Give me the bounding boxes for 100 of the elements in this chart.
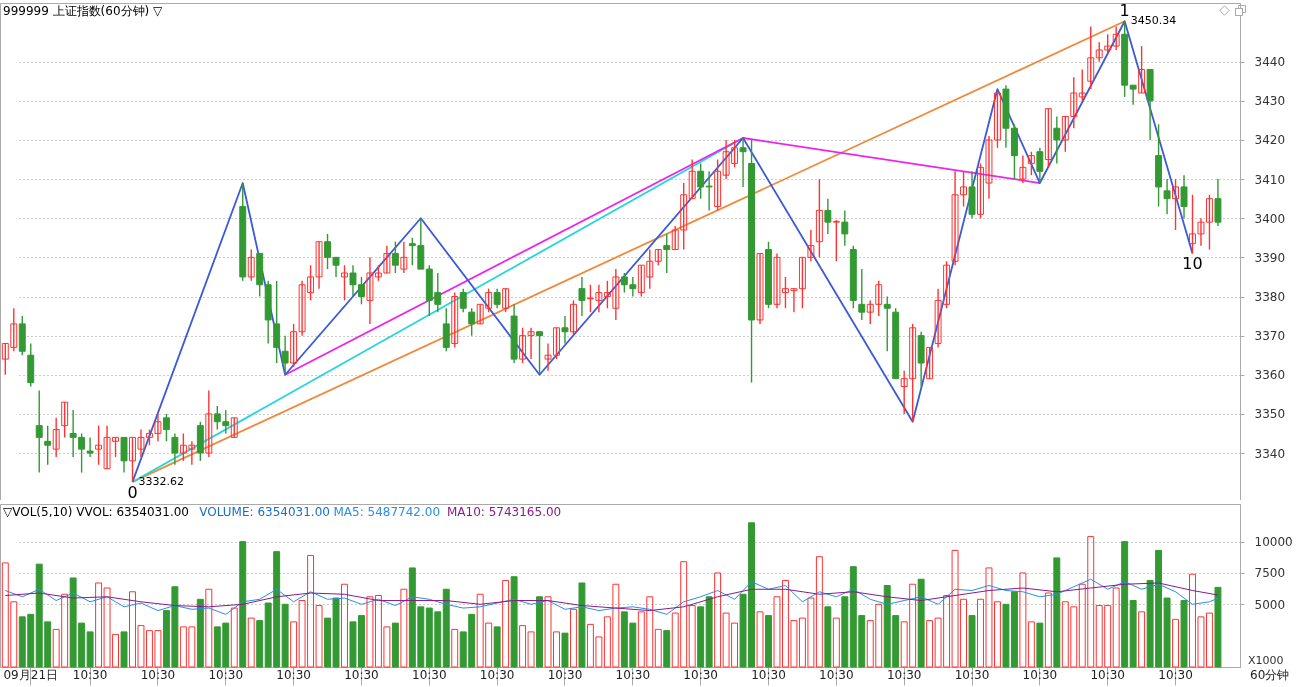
x-tick-label: 10:30 [140,667,176,682]
candlestick [1129,84,1137,106]
candlestick [230,417,238,439]
y-tick-label: 3360 [1254,368,1286,383]
x-tick-label: 10:30 [276,667,311,682]
candlestick [1138,45,1146,94]
bar [510,576,518,668]
candlestick [61,401,69,439]
candlestick [1036,147,1044,184]
bar [205,588,213,668]
y-tick-label: 3400 [1254,211,1286,226]
y-tick-label: 3370 [1254,329,1286,344]
annotation: VOLUME: 6354031.00 [199,505,330,519]
bar [756,611,764,668]
text: MA10: 5743165.00 [447,505,562,519]
x-tick-label: 10:30 [344,667,379,682]
annotation: 10 [1182,254,1203,274]
candlestick [756,252,764,325]
candlestick [663,233,671,274]
candlestick [578,276,586,317]
bar [247,617,255,668]
x-tick-label: 10:30 [1158,667,1193,682]
candlestick [281,334,289,376]
bar [1172,618,1180,668]
bar [1112,587,1120,668]
x-tick-label: 10:30 [819,667,854,682]
x-tick-label: 10:30 [547,667,583,682]
candlestick [1078,68,1086,102]
x-tick-label: 10:30 [412,667,447,682]
x-tick-label: 10:30 [683,667,718,682]
bar [341,583,348,668]
candlestick [1053,115,1061,165]
data-label: 3332.62 [138,474,184,488]
bar [230,607,238,668]
candlestick [883,295,891,352]
x-tick-label: 10:30 [208,667,244,682]
bar [1044,592,1052,668]
chart-title: ▽VOL(5,10) VVOL: 6354031.00 [3,505,189,519]
bar [688,605,696,668]
candlestick [1163,178,1171,216]
x-tick-label: 10:30 [1090,667,1125,682]
x-tick-label: 10:30 [479,667,515,682]
bar [196,598,204,668]
y-tick-label: 3340 [1254,446,1286,461]
candlestick [44,424,52,466]
bar [561,632,569,668]
bar [654,628,662,668]
bar [120,631,128,668]
candlestick [858,268,866,321]
y-tick-label: 10000 [1254,535,1293,550]
bar [1053,557,1061,668]
x-tick-label: 10:30 [751,667,786,682]
bar [663,630,671,668]
y-tick-label: 3410 [1254,172,1286,187]
candlestick [1112,25,1120,51]
y-tick-label: 3350 [1254,407,1286,422]
candlestick [442,307,450,352]
x-tick-label: 10:30 [615,667,651,682]
bar [824,606,832,668]
candlestick [815,178,823,259]
candlestick [273,280,281,364]
x-tick-label: 09月21日 [3,667,59,682]
x-tick-label: 10:30 [72,667,108,682]
bar [1180,600,1188,668]
bar [400,588,408,668]
candlestick [1044,107,1052,169]
y-tick-label: 3430 [1254,94,1286,109]
bar [391,622,399,668]
candlestick [451,291,459,349]
bar [705,596,713,668]
candlestick [1087,25,1095,90]
candlestick [120,436,128,474]
y-tick-label: 7500 [1254,566,1286,581]
bar [765,615,772,668]
bar [502,579,510,668]
candlestick [459,287,467,313]
bar [1214,586,1222,668]
candlestick [502,287,510,313]
candlestick [1180,174,1188,219]
bar [832,617,840,668]
bar [1121,541,1129,668]
bar [493,626,501,668]
data-label: 3450.34 [1130,14,1177,28]
candlestick [697,162,705,200]
y-axis-title: X1000 [1248,654,1284,667]
candlestick [569,299,577,337]
annotation: 1 [1119,1,1130,21]
candlestick [841,209,849,247]
candlestick [247,248,255,282]
y-tick-label: 3390 [1254,250,1286,265]
candlestick [1019,154,1027,184]
bar [451,628,459,668]
bar [968,615,976,668]
candlestick [162,413,170,442]
candlestick [391,241,399,274]
candlestick [926,346,934,380]
bar [917,578,925,668]
y-tick-label: 5000 [1254,597,1286,612]
y-tick-label: 3380 [1254,290,1286,304]
bar [1138,611,1146,668]
